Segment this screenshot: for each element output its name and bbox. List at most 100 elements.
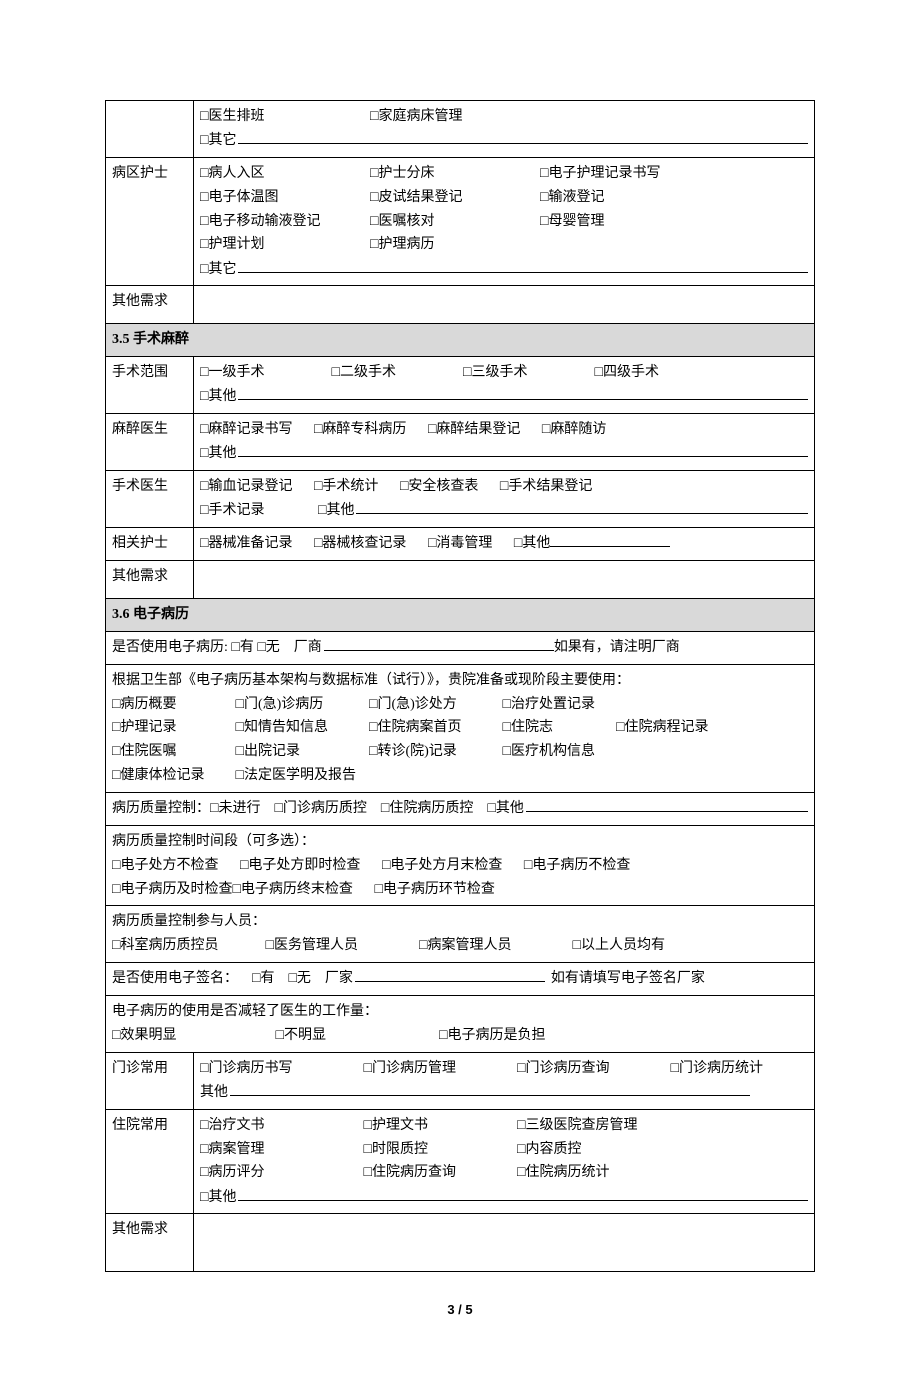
cb-in-1-1[interactable]: □护理文书 bbox=[364, 1114, 514, 1138]
label-surgery-scope: 手术范围 bbox=[106, 357, 194, 414]
cb-other-nurse[interactable]: □其它 bbox=[200, 258, 236, 282]
text-qc-prefix[interactable]: 病历质量控制：□未进行 □门诊病历质控 □住院病历质控 □其他 bbox=[112, 797, 524, 821]
cb-sd-record[interactable]: □手术记录 bbox=[200, 499, 300, 523]
section-header-35: 3.5 手术麻醉 bbox=[106, 324, 815, 357]
cb-qt-1-0[interactable]: □电子处方不检查 bbox=[112, 854, 218, 878]
cb-qt-1-3[interactable]: □电子病历不检查 bbox=[524, 854, 630, 878]
cb-in-3-1[interactable]: □住院病历查询 bbox=[364, 1161, 514, 1185]
cb-surgery-1[interactable]: □一级手术 bbox=[200, 361, 310, 385]
cb-b2-3-0[interactable]: □住院医嘱 bbox=[112, 740, 232, 764]
cb-b2-4-1[interactable]: □法定医学明及报告 bbox=[236, 764, 356, 788]
cb-b2-2-2[interactable]: □住院病案首页 bbox=[369, 716, 499, 740]
cb-e-mobile-infusion[interactable]: □电子移动输液登记 bbox=[200, 210, 370, 234]
cb-b2-2-4[interactable]: □住院病程记录 bbox=[616, 716, 708, 740]
cell-anesth-doctor: □麻醉记录书写 □麻醉专科病历 □麻醉结果登记 □麻醉随访 □其他 bbox=[194, 414, 815, 471]
cb-anesth-4[interactable]: □麻醉随访 bbox=[542, 418, 606, 442]
cb-nurse-bed[interactable]: □护士分床 bbox=[370, 162, 540, 186]
cb-e-temp-chart[interactable]: □电子体温图 bbox=[200, 186, 370, 210]
label-surgery-doctor: 手术医生 bbox=[106, 471, 194, 528]
cb-anesth-2[interactable]: □麻醉专科病历 bbox=[314, 418, 406, 442]
cell-workload: 电子病历的使用是否减轻了医生的工作量： □效果明显 □不明显 □电子病历是负担 bbox=[106, 996, 815, 1053]
cb-in-3-0[interactable]: □病历评分 bbox=[200, 1161, 360, 1185]
cb-skin-test[interactable]: □皮试结果登记 bbox=[370, 186, 540, 210]
cb-anesth-other[interactable]: □其他 bbox=[200, 442, 236, 466]
cb-other-top1[interactable]: □其它 bbox=[200, 129, 236, 153]
cb-sd-3[interactable]: □安全核查表 bbox=[400, 475, 478, 499]
cb-in-3-2[interactable]: □住院病历统计 bbox=[517, 1161, 609, 1185]
cb-surgery-2[interactable]: □二级手术 bbox=[332, 361, 442, 385]
empty-label bbox=[106, 101, 194, 158]
cb-in-2-1[interactable]: □时限质控 bbox=[364, 1138, 514, 1162]
cb-surgery-4[interactable]: □四级手术 bbox=[595, 361, 705, 385]
text-esign-prefix[interactable]: 是否使用电子签名： □有 □无 厂家 bbox=[112, 967, 353, 991]
cb-rn-3[interactable]: □消毒管理 bbox=[428, 532, 492, 556]
cb-maternal[interactable]: □母婴管理 bbox=[540, 210, 710, 234]
cb-out-3[interactable]: □门诊病历统计 bbox=[671, 1057, 763, 1081]
cb-b2-2-3[interactable]: □住院志 bbox=[503, 716, 613, 740]
cb-wl-2[interactable]: □电子病历是负担 bbox=[439, 1024, 545, 1048]
underline bbox=[550, 533, 670, 547]
cb-in-1-0[interactable]: □治疗文书 bbox=[200, 1114, 360, 1138]
cb-out-2[interactable]: □门诊病历查询 bbox=[517, 1057, 667, 1081]
cb-qs-0[interactable]: □科室病历质控员 bbox=[112, 934, 262, 958]
cb-doctor-schedule[interactable]: □医生排班 bbox=[200, 105, 370, 129]
cb-b2-1-0[interactable]: □病历概要 bbox=[112, 693, 232, 717]
cb-b2-1-2[interactable]: □门(急)诊处方 bbox=[369, 693, 499, 717]
cb-surgery-3[interactable]: □三级手术 bbox=[463, 361, 573, 385]
cb-out-0[interactable]: □门诊病历书写 bbox=[200, 1057, 360, 1081]
cell-ward-nurse: □病人入区 □护士分床 □电子护理记录书写 □电子体温图 □皮试结果登记 □输液… bbox=[194, 157, 815, 285]
cb-nursing-record[interactable]: □护理病历 bbox=[370, 233, 540, 257]
underline bbox=[238, 442, 808, 457]
cell-other-req-1[interactable] bbox=[194, 286, 815, 324]
cb-rn-2[interactable]: □器械核查记录 bbox=[314, 532, 406, 556]
cb-out-1[interactable]: □门诊病历管理 bbox=[364, 1057, 514, 1081]
cb-b2-2-1[interactable]: □知情告知信息 bbox=[236, 716, 366, 740]
cb-sd-1[interactable]: □输血记录登记 bbox=[200, 475, 292, 499]
cb-b2-4-0[interactable]: □健康体检记录 bbox=[112, 764, 232, 788]
text-use-emr-prefix[interactable]: 是否使用电子病历: □有 □无 厂商 bbox=[112, 636, 322, 660]
underline bbox=[238, 129, 808, 144]
cb-in-other[interactable]: □其他 bbox=[200, 1186, 236, 1210]
text-intro: 根据卫生部《电子病历基本架构与数据标准（试行）》，贵院准备或现阶段主要使用： bbox=[112, 669, 808, 693]
cb-e-nursing-record[interactable]: □电子护理记录书写 bbox=[540, 162, 710, 186]
cell-other-req-3[interactable] bbox=[194, 1214, 815, 1272]
label-ward-nurse: 病区护士 bbox=[106, 157, 194, 285]
cb-sd-2[interactable]: □手术统计 bbox=[314, 475, 378, 499]
cb-b2-1-3[interactable]: □治疗处置记录 bbox=[503, 693, 595, 717]
cb-in-2-0[interactable]: □病案管理 bbox=[200, 1138, 360, 1162]
cb-in-1-2[interactable]: □三级医院查房管理 bbox=[517, 1114, 637, 1138]
cb-b2-3-3[interactable]: □医疗机构信息 bbox=[503, 740, 595, 764]
cb-b2-3-2[interactable]: □转诊(院)记录 bbox=[369, 740, 499, 764]
cb-sd-other[interactable]: □其他 bbox=[318, 499, 354, 523]
cb-qt-1-1[interactable]: □电子处方即时检查 bbox=[240, 854, 360, 878]
cb-sd-4[interactable]: □手术结果登记 bbox=[500, 475, 592, 499]
cb-qs-3[interactable]: □以上人员均有 bbox=[573, 934, 665, 958]
cb-anesth-1[interactable]: □麻醉记录书写 bbox=[200, 418, 292, 442]
cell-other-req-2[interactable] bbox=[194, 560, 815, 598]
cb-order-verify[interactable]: □医嘱核对 bbox=[370, 210, 540, 234]
cb-rn-1[interactable]: □器械准备记录 bbox=[200, 532, 292, 556]
cb-b2-1-1[interactable]: □门(急)诊病历 bbox=[236, 693, 366, 717]
cb-qs-1[interactable]: □医务管理人员 bbox=[266, 934, 416, 958]
cb-in-2-2[interactable]: □内容质控 bbox=[517, 1138, 581, 1162]
cb-home-bed[interactable]: □家庭病床管理 bbox=[370, 105, 540, 129]
cb-infusion-reg[interactable]: □输液登记 bbox=[540, 186, 710, 210]
cb-qs-2[interactable]: □病案管理人员 bbox=[419, 934, 569, 958]
cb-qt-2-0[interactable]: □电子病历及时检查 bbox=[112, 878, 232, 902]
cb-b2-3-1[interactable]: □出院记录 bbox=[236, 740, 366, 764]
cb-wl-1[interactable]: □不明显 bbox=[276, 1024, 436, 1048]
cb-b2-2-0[interactable]: □护理记录 bbox=[112, 716, 232, 740]
cb-surgery-other[interactable]: □其他 bbox=[200, 385, 236, 409]
cb-anesth-3[interactable]: □麻醉结果登记 bbox=[428, 418, 520, 442]
cb-qt-1-2[interactable]: □电子处方月末检查 bbox=[382, 854, 502, 878]
cb-qt-2-2[interactable]: □电子病历环节检查 bbox=[374, 878, 494, 902]
cell-surgery-doctor: □输血记录登记 □手术统计 □安全核查表 □手术结果登记 □手术记录 □其他 bbox=[194, 471, 815, 528]
cb-wl-0[interactable]: □效果明显 bbox=[112, 1024, 272, 1048]
text-out-other[interactable]: 其他 bbox=[200, 1081, 228, 1105]
cb-patient-in[interactable]: □病人入区 bbox=[200, 162, 370, 186]
cell-qc: 病历质量控制：□未进行 □门诊病历质控 □住院病历质控 □其他 bbox=[106, 792, 815, 825]
cb-nursing-plan[interactable]: □护理计划 bbox=[200, 233, 370, 257]
cb-rn-other[interactable]: □其他 bbox=[514, 536, 550, 551]
cell-use-emr: 是否使用电子病历: □有 □无 厂商 如果有，请注明厂商 bbox=[106, 631, 815, 664]
cb-qt-2-1[interactable]: □电子病历终末检查 bbox=[232, 878, 352, 902]
